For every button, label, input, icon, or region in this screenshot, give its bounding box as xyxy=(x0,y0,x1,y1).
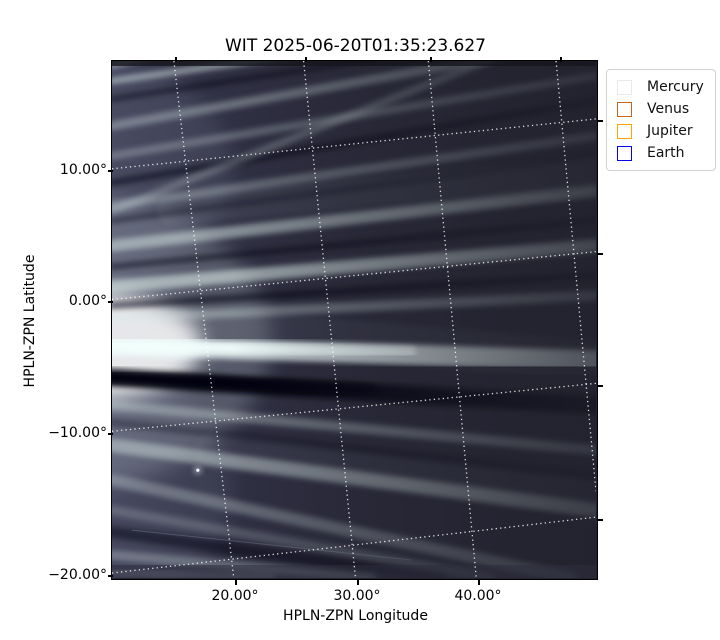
y-tick xyxy=(108,575,113,577)
x-tick xyxy=(357,580,359,585)
x-axis-label: HPLN-ZPN Longitude xyxy=(283,608,428,624)
y-tick xyxy=(108,301,113,303)
plot-area xyxy=(111,60,598,580)
y-tick-right xyxy=(598,253,603,255)
y-tick-label: 10.00° xyxy=(59,162,107,178)
coronagraph-image xyxy=(112,61,596,578)
legend-swatch-icon xyxy=(617,101,632,117)
plot-title: WIT 2025-06-20T01:35:23.627 xyxy=(225,36,486,56)
x-tick xyxy=(478,580,480,585)
y-tick-right xyxy=(598,519,603,521)
legend-swatch-icon xyxy=(617,123,632,139)
legend-item: Mercury xyxy=(617,76,707,98)
star-dot xyxy=(193,466,202,475)
y-tick xyxy=(108,170,113,172)
legend: Mercury Venus Jupiter Earth xyxy=(606,69,716,171)
graticule-gridlines xyxy=(112,61,596,578)
y-tick-label: 0.00° xyxy=(68,293,107,309)
x-tick-top xyxy=(560,57,562,62)
legend-swatch-icon xyxy=(617,79,632,95)
y-tick-label: −10.00° xyxy=(48,425,107,441)
legend-label: Jupiter xyxy=(647,123,693,139)
legend-item: Jupiter xyxy=(617,120,707,142)
legend-item: Venus xyxy=(617,98,707,120)
x-tick-label: 40.00° xyxy=(454,588,502,604)
x-tick xyxy=(235,580,237,585)
x-tick-top xyxy=(305,57,307,62)
y-tick-right xyxy=(598,120,603,122)
y-tick-right xyxy=(598,385,603,387)
y-tick-label: −20.00° xyxy=(48,567,107,583)
x-tick-top xyxy=(430,57,432,62)
legend-label: Earth xyxy=(647,145,685,161)
top-dark-strip xyxy=(112,61,596,66)
legend-swatch-icon xyxy=(617,145,632,161)
x-tick-top xyxy=(175,57,177,62)
right-fade-overlay xyxy=(112,61,596,578)
x-tick-label: 20.00° xyxy=(211,588,259,604)
legend-label: Mercury xyxy=(647,79,704,95)
legend-item: Earth xyxy=(617,142,707,164)
y-tick xyxy=(108,433,113,435)
x-tick-label: 30.00° xyxy=(333,588,381,604)
legend-label: Venus xyxy=(647,101,690,117)
